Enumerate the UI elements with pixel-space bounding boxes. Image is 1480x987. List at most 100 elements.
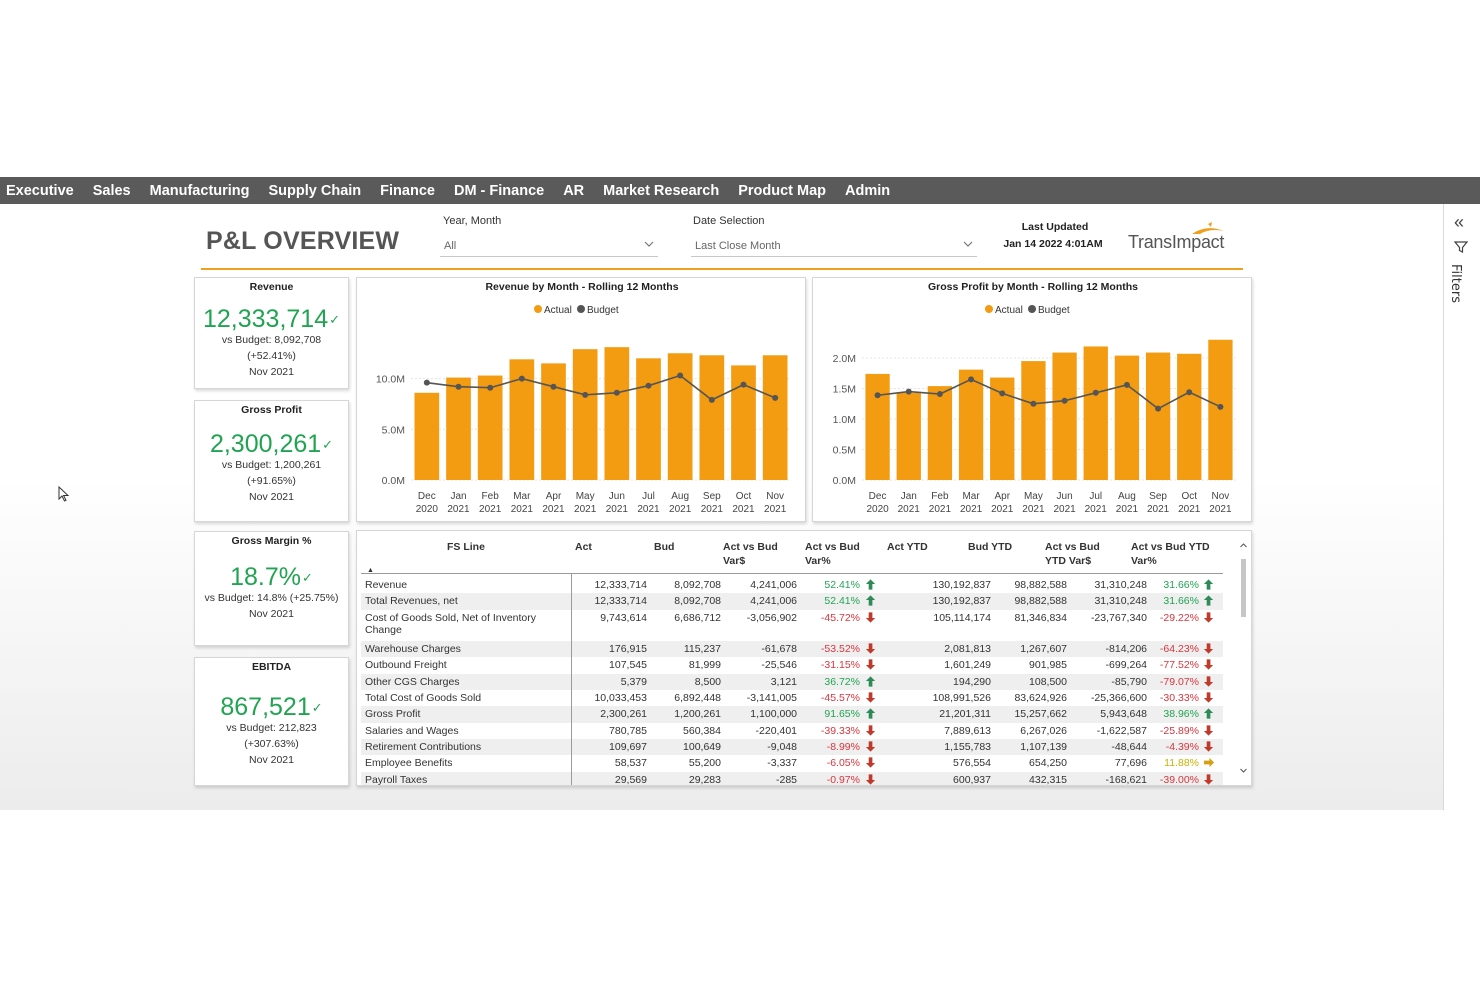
bar-actual[interactable] <box>541 363 566 480</box>
table-row[interactable]: Cost of Goods Sold, Net of Inventory Chan… <box>361 610 1223 641</box>
bar-actual[interactable] <box>604 347 630 480</box>
bar-actual[interactable] <box>572 349 598 480</box>
nav-tab-executive[interactable]: Executive <box>6 182 74 199</box>
bar-actual[interactable] <box>477 375 503 480</box>
slicer-year-month[interactable]: All <box>440 235 658 257</box>
budget-point[interactable] <box>1092 389 1099 396</box>
column-header[interactable]: Act vs Bud YTD Var% <box>1131 540 1210 568</box>
nav-tab-manufacturing[interactable]: Manufacturing <box>149 182 250 199</box>
bar-actual[interactable] <box>414 392 440 480</box>
gross-profit-chart[interactable]: Gross Profit by Month - Rolling 12 Month… <box>813 278 1253 523</box>
nav-tab-sales[interactable]: Sales <box>92 182 131 199</box>
kpi-value: 18.7% ✓ <box>230 565 313 590</box>
budget-point[interactable] <box>487 384 494 391</box>
table-row[interactable]: Outbound Freight 107,545 81,999 -25,546 -31.… <box>361 657 1223 673</box>
scrollbar-thumb[interactable] <box>1241 559 1246 617</box>
kpi-card-revenue[interactable]: Revenue 12,333,714 ✓ vs Budget: 8,092,708 (+… <box>194 277 349 389</box>
bar-actual[interactable] <box>446 377 471 480</box>
pl-matrix-table[interactable]: FS Line Act Bud Act vs Bud Var$ Act vs Bud Var… <box>356 530 1252 786</box>
column-header[interactable]: Bud <box>654 540 674 554</box>
kpi-card-gross-profit[interactable]: Gross Profit 2,300,261 ✓ vs Budget: 1,200,2… <box>194 400 349 522</box>
column-header[interactable]: Act vs Bud YTD Var$ <box>1045 540 1100 568</box>
gross-profit-chart-card[interactable]: Gross Profit by Month - Rolling 12 Month… <box>812 277 1252 522</box>
bar-actual[interactable] <box>699 355 725 480</box>
budget-point[interactable] <box>518 375 525 382</box>
slicer-date-selection[interactable]: Last Close Month <box>691 235 977 257</box>
table-row[interactable]: Total Revenues, net 12,333,714 8,092,708 4,… <box>361 593 1223 610</box>
cell-var-pct-ytd: -39.00% <box>1159 773 1199 786</box>
header-divider <box>201 268 1243 270</box>
bar-actual[interactable] <box>1021 361 1046 480</box>
budget-point[interactable] <box>645 382 652 389</box>
nav-tab-market-research[interactable]: Market Research <box>603 182 720 199</box>
bar-actual[interactable] <box>1052 352 1077 480</box>
filters-label[interactable]: Filters <box>1448 264 1463 303</box>
bar-actual[interactable] <box>1083 346 1108 480</box>
budget-point[interactable] <box>1186 389 1193 396</box>
bar-actual[interactable] <box>667 353 693 480</box>
table-row[interactable]: Total Cost of Goods Sold 10,033,453 6,892,… <box>361 690 1223 706</box>
nav-tab-ar[interactable]: AR <box>563 182 585 199</box>
budget-point[interactable] <box>423 379 430 386</box>
kpi-card-gross-margin[interactable]: Gross Margin % 18.7% ✓ vs Budget: 14.8% (+2… <box>194 531 349 646</box>
nav-tab-admin[interactable]: Admin <box>845 182 891 199</box>
kpi-card-ebitda[interactable]: EBITDA 867,521 ✓ vs Budget: 212,823 (+307.63… <box>194 657 349 786</box>
sort-asc-icon[interactable]: ▲ <box>367 567 374 574</box>
budget-point[interactable] <box>772 394 779 401</box>
column-header[interactable]: Act <box>575 540 592 554</box>
column-header[interactable]: Act YTD <box>887 540 928 554</box>
table-row[interactable]: Warehouse Charges 176,915 115,237 -61,678 -5… <box>361 641 1223 658</box>
bar-actual[interactable] <box>896 392 921 480</box>
budget-point[interactable] <box>740 381 747 388</box>
chart-legend[interactable]: Actual Budget <box>534 305 619 316</box>
revenue-chart-card[interactable]: Revenue by Month - Rolling 12 Months Actu… <box>356 277 806 522</box>
kpi-value: 2,300,261 ✓ <box>210 432 333 457</box>
bar-actual[interactable] <box>636 358 661 480</box>
revenue-chart[interactable]: Revenue by Month - Rolling 12 Months Actu… <box>357 278 807 523</box>
bar-actual[interactable] <box>1208 339 1233 480</box>
budget-point[interactable] <box>677 372 684 379</box>
nav-tab-dm-finance[interactable]: DM - Finance <box>453 182 545 199</box>
budget-point[interactable] <box>905 388 912 395</box>
budget-point[interactable] <box>1123 381 1130 388</box>
table-row[interactable]: Salaries and Wages 780,785 560,384 -220,401… <box>361 723 1223 739</box>
budget-point[interactable] <box>1030 400 1037 407</box>
nav-tab-product-map[interactable]: Product Map <box>738 182 827 199</box>
column-header[interactable]: Act vs Bud Var% <box>805 540 860 568</box>
table-row[interactable]: Revenue 12,333,714 8,092,708 4,241,006 52.41… <box>361 577 1223 593</box>
legend-label-budget: Budget <box>587 305 619 316</box>
bar-actual[interactable] <box>1114 355 1140 480</box>
table-row[interactable]: Employee Benefits 58,537 55,200 -3,337 -6.05… <box>361 755 1223 771</box>
bar-actual[interactable] <box>762 355 788 480</box>
budget-point[interactable] <box>936 391 943 398</box>
budget-point[interactable] <box>1061 397 1068 404</box>
bar-actual[interactable] <box>1177 353 1202 480</box>
budget-point[interactable] <box>968 376 975 383</box>
budget-point[interactable] <box>708 396 715 403</box>
bar-actual[interactable] <box>1145 352 1171 480</box>
table-scrollbar[interactable] <box>1239 541 1248 781</box>
table-row[interactable]: Retirement Contributions 109,697 100,649 -9… <box>361 738 1223 756</box>
budget-point[interactable] <box>550 383 557 390</box>
budget-point[interactable] <box>874 392 881 399</box>
budget-point[interactable] <box>1217 403 1224 410</box>
column-header[interactable]: Bud YTD <box>968 540 1012 554</box>
budget-point[interactable] <box>613 389 620 396</box>
chart-legend[interactable]: Actual Budget <box>985 305 1070 316</box>
budget-point[interactable] <box>455 383 462 390</box>
nav-tab-supply-chain[interactable]: Supply Chain <box>268 182 362 199</box>
budget-point[interactable] <box>1155 405 1162 412</box>
table-row[interactable]: Other CGS Charges 5,379 8,500 3,121 36.72% 19… <box>361 673 1223 690</box>
bar-actual[interactable] <box>958 369 984 480</box>
table-row[interactable]: Payroll Taxes 29,569 29,283 -285 -0.97% 600,9… <box>361 771 1223 786</box>
filters-pane-collapsed[interactable]: « Filters <box>1443 204 1480 810</box>
column-header[interactable]: Act vs Bud Var$ <box>723 540 778 568</box>
expand-chevron-icon[interactable]: « <box>1454 212 1465 232</box>
nav-tab-finance[interactable]: Finance <box>380 182 435 199</box>
table-row[interactable]: Gross Profit 2,300,261 1,200,261 1,100,000 9… <box>361 706 1223 723</box>
budget-point[interactable] <box>582 391 589 398</box>
column-header[interactable]: FS Line <box>447 540 485 554</box>
bar-actual[interactable] <box>927 386 953 480</box>
bar-actual[interactable] <box>865 373 890 480</box>
budget-point[interactable] <box>999 390 1006 397</box>
